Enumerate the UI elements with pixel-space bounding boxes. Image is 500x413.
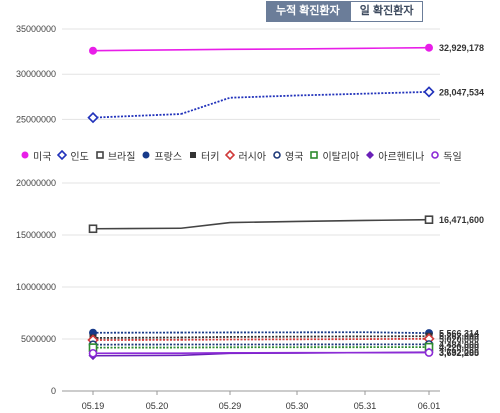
legend-label: 프랑스	[154, 151, 183, 163]
legend-item-독일[interactable]: 독일	[430, 148, 462, 163]
data-label: 32,929,178	[439, 43, 484, 53]
series-미국: 32,929,178	[89, 43, 484, 55]
legend-marker	[225, 150, 236, 160]
legend-label: 터키	[201, 151, 220, 163]
legend-marker	[310, 151, 319, 159]
data-label: 4,220,000	[439, 343, 479, 353]
legend-marker-icon	[57, 150, 68, 160]
legend-marker-icon	[21, 151, 29, 159]
data-point	[88, 224, 98, 234]
y-tick-label: 10000000	[16, 282, 56, 292]
tab-cumulative-cases[interactable]: 누적 확진환자	[266, 1, 350, 22]
data-point	[423, 86, 435, 98]
x-tick-label: 05.30	[286, 401, 309, 411]
series-line	[92, 113, 182, 119]
data-label: 5,020,000	[439, 334, 479, 344]
legend-marker	[431, 151, 440, 159]
legend-marker	[57, 150, 68, 160]
legend-label: 미국	[33, 151, 52, 163]
legend-marker	[96, 151, 104, 159]
chart-panel-1: 25000000 30000000 35000000	[16, 24, 440, 124]
series-line	[92, 49, 182, 52]
x-tick-label: 06.01	[418, 401, 441, 411]
data-label: 3,692,285	[439, 348, 479, 358]
y-tick-label: 0	[51, 386, 56, 396]
legend-item-아르헨티나[interactable]: 아르헨티나	[365, 148, 424, 163]
legend-label: 독일	[443, 151, 462, 163]
x-tick-label: 05.29	[219, 401, 242, 411]
x-tick-label: 05.31	[354, 401, 377, 411]
legend-label: 인도	[70, 151, 89, 163]
y-tick-label: 15000000	[16, 230, 56, 240]
legend-marker	[21, 151, 29, 159]
chart-panel-2: 0 5000000 10000000 15000000 20000000 05.19 05.…	[16, 178, 440, 411]
data-point	[87, 111, 99, 124]
series-line	[180, 46, 430, 51]
legend-label: 브라질	[107, 151, 136, 163]
x-tick-label: 05.19	[82, 401, 105, 411]
legend-marker-icon	[366, 151, 375, 159]
data-point	[88, 348, 98, 358]
series-line	[180, 90, 430, 115]
legend-marker-icon	[225, 150, 236, 160]
legend-marker	[190, 152, 197, 158]
legend-item-영국[interactable]: 영국	[272, 148, 303, 163]
data-point	[89, 46, 97, 55]
series-line	[180, 337, 430, 341]
y-tick-label: 30000000	[16, 69, 56, 79]
series-독일: 3,692,285	[88, 348, 479, 358]
legend-label: 러시아	[238, 151, 267, 163]
legend-marker-icon	[273, 151, 281, 159]
y-tick-label: 20000000	[16, 178, 56, 188]
data-point	[425, 43, 433, 52]
data-label: 5,267,000	[439, 332, 479, 342]
legend-marker	[366, 151, 375, 159]
y-tick-label: 5000000	[21, 334, 56, 344]
legend-marker-icon	[190, 152, 197, 158]
data-label: 5,566,314	[439, 329, 479, 339]
series-line	[92, 336, 182, 339]
series-line	[92, 227, 182, 230]
legend-marker-icon	[96, 151, 104, 159]
legend-item-브라질[interactable]: 브라질	[95, 148, 136, 163]
tab-bar: 누적 확진환자 일 확진환자	[266, 1, 424, 22]
series-브라질: 16,471,600	[88, 215, 484, 234]
legend-marker-icon	[431, 151, 440, 159]
data-label: 4,484,000	[439, 340, 479, 350]
x-tick-label: 05.20	[146, 401, 169, 411]
series-line	[180, 335, 430, 339]
legend-item-러시아[interactable]: 러시아	[225, 148, 266, 163]
legend-label: 이탈리아	[322, 151, 360, 163]
series-영국: 4,484,000	[88, 340, 479, 350]
legend-marker	[142, 151, 150, 159]
legend-item-터키[interactable]: 터키	[188, 148, 219, 163]
legend-item-이탈리아[interactable]: 이탈리아	[309, 148, 359, 163]
y-tick-label: 25000000	[16, 114, 56, 124]
legend-marker-icon	[310, 151, 319, 159]
chart-legend: 미국 인도 브라질 프랑스 터키 러시아 영국 이탈리아 아르헨티나 독일	[20, 146, 468, 164]
series-line	[180, 218, 430, 230]
legend-label: 영국	[285, 151, 304, 163]
series-line	[180, 351, 430, 354]
data-point	[424, 215, 434, 224]
legend-marker	[273, 151, 281, 159]
legend-label: 아르헨티나	[378, 151, 425, 163]
y-tick-label: 35000000	[16, 24, 56, 34]
data-point	[424, 348, 434, 357]
legend-item-미국[interactable]: 미국	[20, 148, 51, 163]
tab-daily-cases[interactable]: 일 확진환자	[349, 1, 424, 22]
legend-item-프랑스[interactable]: 프랑스	[141, 148, 182, 163]
legend-item-인도[interactable]: 인도	[57, 148, 89, 163]
series-line	[180, 331, 430, 335]
series-인도: 28,047,534	[87, 86, 484, 124]
legend-marker-icon	[142, 151, 150, 159]
data-label: 16,471,600	[439, 215, 484, 225]
data-label: 28,047,534	[439, 87, 484, 97]
data-label: 3,732,000	[439, 348, 479, 358]
